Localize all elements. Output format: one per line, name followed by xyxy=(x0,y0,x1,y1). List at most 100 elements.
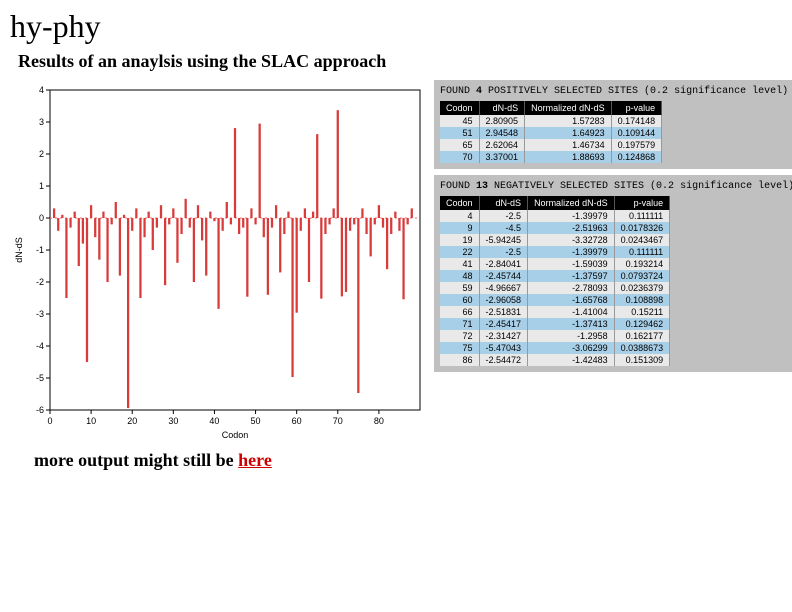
pos-title-suffix: POSITIVELY SELECTED SITES (0.2 significa… xyxy=(482,86,788,97)
table-cell: 70 xyxy=(440,151,479,163)
table-cell: 60 xyxy=(440,294,479,306)
svg-text:50: 50 xyxy=(251,416,261,426)
table-cell: 0.174148 xyxy=(611,115,662,127)
table-cell: 86 xyxy=(440,354,479,366)
table-cell: -5.47043 xyxy=(479,342,528,354)
table-cell: -2.5 xyxy=(479,210,528,222)
table-header: Codon xyxy=(440,101,479,115)
negative-panel-title: FOUND 13 NEGATIVELY SELECTED SITES (0.2 … xyxy=(440,181,792,192)
table-row: 72-2.31427-1.29580.162177 xyxy=(440,330,670,342)
table-cell: 71 xyxy=(440,318,479,330)
table-cell: 2.80905 xyxy=(479,115,525,127)
table-cell: 0.15211 xyxy=(614,306,670,318)
dnds-chart: -6-5-4-3-2-10123401020304050607080Codond… xyxy=(10,80,430,440)
table-row: 652.620641.467340.197579 xyxy=(440,139,662,151)
svg-text:2: 2 xyxy=(39,149,44,159)
results-panels: FOUND 4 POSITIVELY SELECTED SITES (0.2 s… xyxy=(434,80,792,440)
footer-link[interactable]: here xyxy=(238,450,272,470)
table-cell: -2.51831 xyxy=(479,306,528,318)
table-header: dN-dS xyxy=(479,196,528,210)
table-header: Normalized dN-dS xyxy=(528,196,615,210)
negative-table: CodondN-dSNormalized dN-dSp-value4-2.5-1… xyxy=(440,196,670,366)
table-header: p-value xyxy=(614,196,670,210)
table-cell: 0.193214 xyxy=(614,258,670,270)
svg-text:-4: -4 xyxy=(36,341,44,351)
footer-prefix: more output might still be xyxy=(34,450,238,470)
table-header: Codon xyxy=(440,196,479,210)
table-cell: -1.65768 xyxy=(528,294,615,306)
table-cell: -1.37413 xyxy=(528,318,615,330)
positive-table: CodondN-dSNormalized dN-dSp-value452.809… xyxy=(440,101,662,163)
svg-text:40: 40 xyxy=(209,416,219,426)
table-cell: -2.54472 xyxy=(479,354,528,366)
table-cell: -1.39979 xyxy=(528,210,615,222)
table-row: 9-4.5-2.519630.0178326 xyxy=(440,222,670,234)
table-cell: -3.06299 xyxy=(528,342,615,354)
table-cell: -2.78093 xyxy=(528,282,615,294)
table-cell: 19 xyxy=(440,234,479,246)
svg-text:60: 60 xyxy=(292,416,302,426)
table-cell: 75 xyxy=(440,342,479,354)
table-cell: 0.162177 xyxy=(614,330,670,342)
table-cell: 2.94548 xyxy=(479,127,525,139)
table-row: 452.809051.572830.174148 xyxy=(440,115,662,127)
table-cell: -1.2958 xyxy=(528,330,615,342)
svg-text:30: 30 xyxy=(168,416,178,426)
table-cell: -1.59039 xyxy=(528,258,615,270)
table-row: 22-2.5-1.399790.111111 xyxy=(440,246,670,258)
table-cell: -2.5 xyxy=(479,246,528,258)
negative-panel: FOUND 13 NEGATIVELY SELECTED SITES (0.2 … xyxy=(434,175,792,372)
positive-panel: FOUND 4 POSITIVELY SELECTED SITES (0.2 s… xyxy=(434,80,792,169)
table-cell: -1.42483 xyxy=(528,354,615,366)
svg-text:3: 3 xyxy=(39,117,44,127)
svg-text:10: 10 xyxy=(86,416,96,426)
table-cell: -2.96058 xyxy=(479,294,528,306)
neg-title-suffix: NEGATIVELY SELECTED SITES (0.2 significa… xyxy=(488,181,792,192)
table-row: 41-2.84041-1.590390.193214 xyxy=(440,258,670,270)
table-cell: -2.45744 xyxy=(479,270,528,282)
table-row: 4-2.5-1.399790.111111 xyxy=(440,210,670,222)
table-row: 48-2.45744-1.375970.0793724 xyxy=(440,270,670,282)
table-cell: -4.96667 xyxy=(479,282,528,294)
svg-text:-2: -2 xyxy=(36,277,44,287)
table-cell: -1.41004 xyxy=(528,306,615,318)
footer-text: more output might still be here xyxy=(0,440,792,481)
svg-text:-6: -6 xyxy=(36,405,44,415)
table-cell: -2.45417 xyxy=(479,318,528,330)
table-cell: -2.51963 xyxy=(528,222,615,234)
table-cell: 51 xyxy=(440,127,479,139)
svg-text:0: 0 xyxy=(47,416,52,426)
table-cell: 3.37001 xyxy=(479,151,525,163)
table-row: 59-4.96667-2.780930.0236379 xyxy=(440,282,670,294)
table-cell: -1.37597 xyxy=(528,270,615,282)
table-cell: 59 xyxy=(440,282,479,294)
table-row: 66-2.51831-1.410040.15211 xyxy=(440,306,670,318)
table-cell: 0.0236379 xyxy=(614,282,670,294)
table-cell: 48 xyxy=(440,270,479,282)
table-header: dN-dS xyxy=(479,101,525,115)
table-cell: -1.39979 xyxy=(528,246,615,258)
table-row: 19-5.94245-3.327280.0243467 xyxy=(440,234,670,246)
table-cell: -2.31427 xyxy=(479,330,528,342)
table-cell: 1.88693 xyxy=(525,151,612,163)
neg-title-prefix: FOUND xyxy=(440,181,476,192)
table-cell: 0.0178326 xyxy=(614,222,670,234)
table-row: 71-2.45417-1.374130.129462 xyxy=(440,318,670,330)
svg-text:-1: -1 xyxy=(36,245,44,255)
table-cell: -3.32728 xyxy=(528,234,615,246)
table-cell: 41 xyxy=(440,258,479,270)
table-cell: 0.124868 xyxy=(611,151,662,163)
table-header: Normalized dN-dS xyxy=(525,101,612,115)
table-row: 703.370011.886930.124868 xyxy=(440,151,662,163)
table-cell: 9 xyxy=(440,222,479,234)
table-cell: 0.0793724 xyxy=(614,270,670,282)
svg-text:-3: -3 xyxy=(36,309,44,319)
svg-text:0: 0 xyxy=(39,213,44,223)
table-cell: 0.129462 xyxy=(614,318,670,330)
table-cell: 0.0388673 xyxy=(614,342,670,354)
table-cell: 4 xyxy=(440,210,479,222)
table-cell: -5.94245 xyxy=(479,234,528,246)
pos-title-prefix: FOUND xyxy=(440,86,476,97)
table-cell: 2.62064 xyxy=(479,139,525,151)
table-row: 512.945481.649230.109144 xyxy=(440,127,662,139)
